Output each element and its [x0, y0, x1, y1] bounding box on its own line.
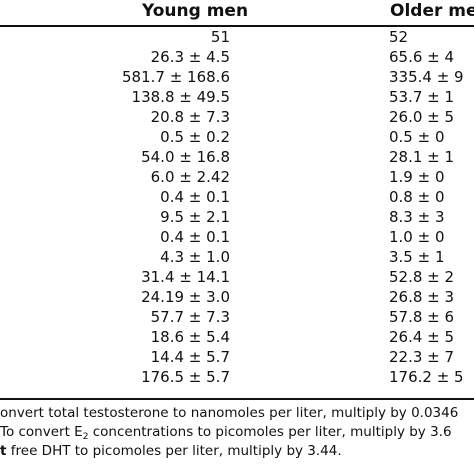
older-men-value: 57.8 ± 6	[389, 308, 455, 326]
table-row: 4.3 ± 1.0 3.5 ± 1	[0, 248, 474, 266]
young-men-value: 9.5 ± 2.1	[160, 208, 230, 226]
footnote-1-text: onvert total testosterone to nanomoles p…	[0, 405, 459, 421]
young-men-value: 6.0 ± 2.42	[150, 168, 230, 186]
table-row: 176.5 ± 5.7 176.2 ± 5	[0, 368, 474, 386]
table-row: 6.0 ± 2.42 1.9 ± 0	[0, 168, 474, 186]
table-row: 0.4 ± 0.1 1.0 ± 0	[0, 228, 474, 246]
footnote-3-bold-fragment: t	[0, 443, 7, 459]
older-men-value: 3.5 ± 1	[389, 248, 445, 266]
table-row: 9.5 ± 2.1 8.3 ± 3	[0, 208, 474, 226]
older-men-value: 26.8 ± 3	[389, 288, 455, 306]
young-men-value: 138.8 ± 49.5	[131, 88, 230, 106]
table-row: 138.8 ± 49.5 53.7 ± 1	[0, 88, 474, 106]
older-men-value: 0.5 ± 0	[389, 128, 445, 146]
table-row: 24.19 ± 3.0 26.8 ± 3	[0, 288, 474, 306]
older-men-value: 1.0 ± 0	[389, 228, 445, 246]
young-men-value: 26.3 ± 4.5	[150, 48, 230, 66]
table-row: 26.3 ± 4.5 65.6 ± 4	[0, 48, 474, 66]
young-men-value: 57.7 ± 7.3	[150, 308, 230, 326]
older-men-value: 26.4 ± 5	[389, 328, 455, 346]
table-row: 57.7 ± 7.3 57.8 ± 6	[0, 308, 474, 326]
table-row: 0.5 ± 0.2 0.5 ± 0	[0, 128, 474, 146]
young-men-value: 4.3 ± 1.0	[160, 248, 230, 266]
young-men-value: 51	[210, 28, 230, 46]
table-row: 31.4 ± 14.1 52.8 ± 2	[0, 268, 474, 286]
young-men-value: 31.4 ± 14.1	[141, 268, 230, 286]
table-row: 14.4 ± 5.7 22.3 ± 7	[0, 348, 474, 366]
older-men-value: 53.7 ± 1	[389, 88, 455, 106]
table-bottom-rule	[0, 398, 474, 400]
young-men-value: 18.6 ± 5.4	[150, 328, 230, 346]
table-row: 20.8 ± 7.3 26.0 ± 5	[0, 108, 474, 126]
young-men-value: 0.4 ± 0.1	[160, 188, 230, 206]
table-row: 0.4 ± 0.1 0.8 ± 0	[0, 188, 474, 206]
older-men-value: 52.8 ± 2	[389, 268, 455, 286]
older-men-value: 0.8 ± 0	[389, 188, 445, 206]
young-men-value: 176.5 ± 5.7	[141, 368, 230, 386]
footnote-2-subscript: 2	[82, 432, 89, 442]
footnote-2-text-end: concentrations to picomoles per liter, m…	[88, 424, 452, 440]
young-men-value: 24.19 ± 3.0	[141, 288, 230, 306]
table-row: 51 52	[0, 28, 474, 46]
table-row: 54.0 ± 16.8 28.1 ± 1	[0, 148, 474, 166]
older-men-value: 52	[389, 28, 409, 46]
column-header-older-men: Older me	[390, 1, 474, 21]
footnote-2-text-start: To convert E	[0, 424, 83, 440]
older-men-value: 65.6 ± 4	[389, 48, 455, 66]
column-header-young-men: Young men	[142, 1, 249, 21]
young-men-value: 54.0 ± 16.8	[141, 148, 230, 166]
footnote-3-text: free DHT to picomoles per liter, multipl…	[6, 443, 342, 459]
footnote-line-2: To convert E2 concentrations to picomole…	[0, 423, 452, 442]
footnote-line-1: onvert total testosterone to nanomoles p…	[0, 404, 458, 422]
young-men-value: 20.8 ± 7.3	[150, 108, 230, 126]
older-men-value: 26.0 ± 5	[389, 108, 455, 126]
older-men-value: 335.4 ± 9	[389, 68, 464, 86]
young-men-value: 581.7 ± 168.6	[122, 68, 230, 86]
footnote-line-3: t free DHT to picomoles per liter, multi…	[0, 442, 342, 460]
young-men-value: 0.5 ± 0.2	[160, 128, 230, 146]
older-men-value: 1.9 ± 0	[389, 168, 445, 186]
header-rule	[0, 25, 474, 27]
older-men-value: 8.3 ± 3	[389, 208, 445, 226]
young-men-value: 0.4 ± 0.1	[160, 228, 230, 246]
older-men-value: 22.3 ± 7	[389, 348, 455, 366]
table-row: 581.7 ± 168.6 335.4 ± 9	[0, 68, 474, 86]
young-men-value: 14.4 ± 5.7	[150, 348, 230, 366]
older-men-value: 28.1 ± 1	[389, 148, 455, 166]
older-men-value: 176.2 ± 5	[389, 368, 464, 386]
table-row: 18.6 ± 5.4 26.4 ± 5	[0, 328, 474, 346]
